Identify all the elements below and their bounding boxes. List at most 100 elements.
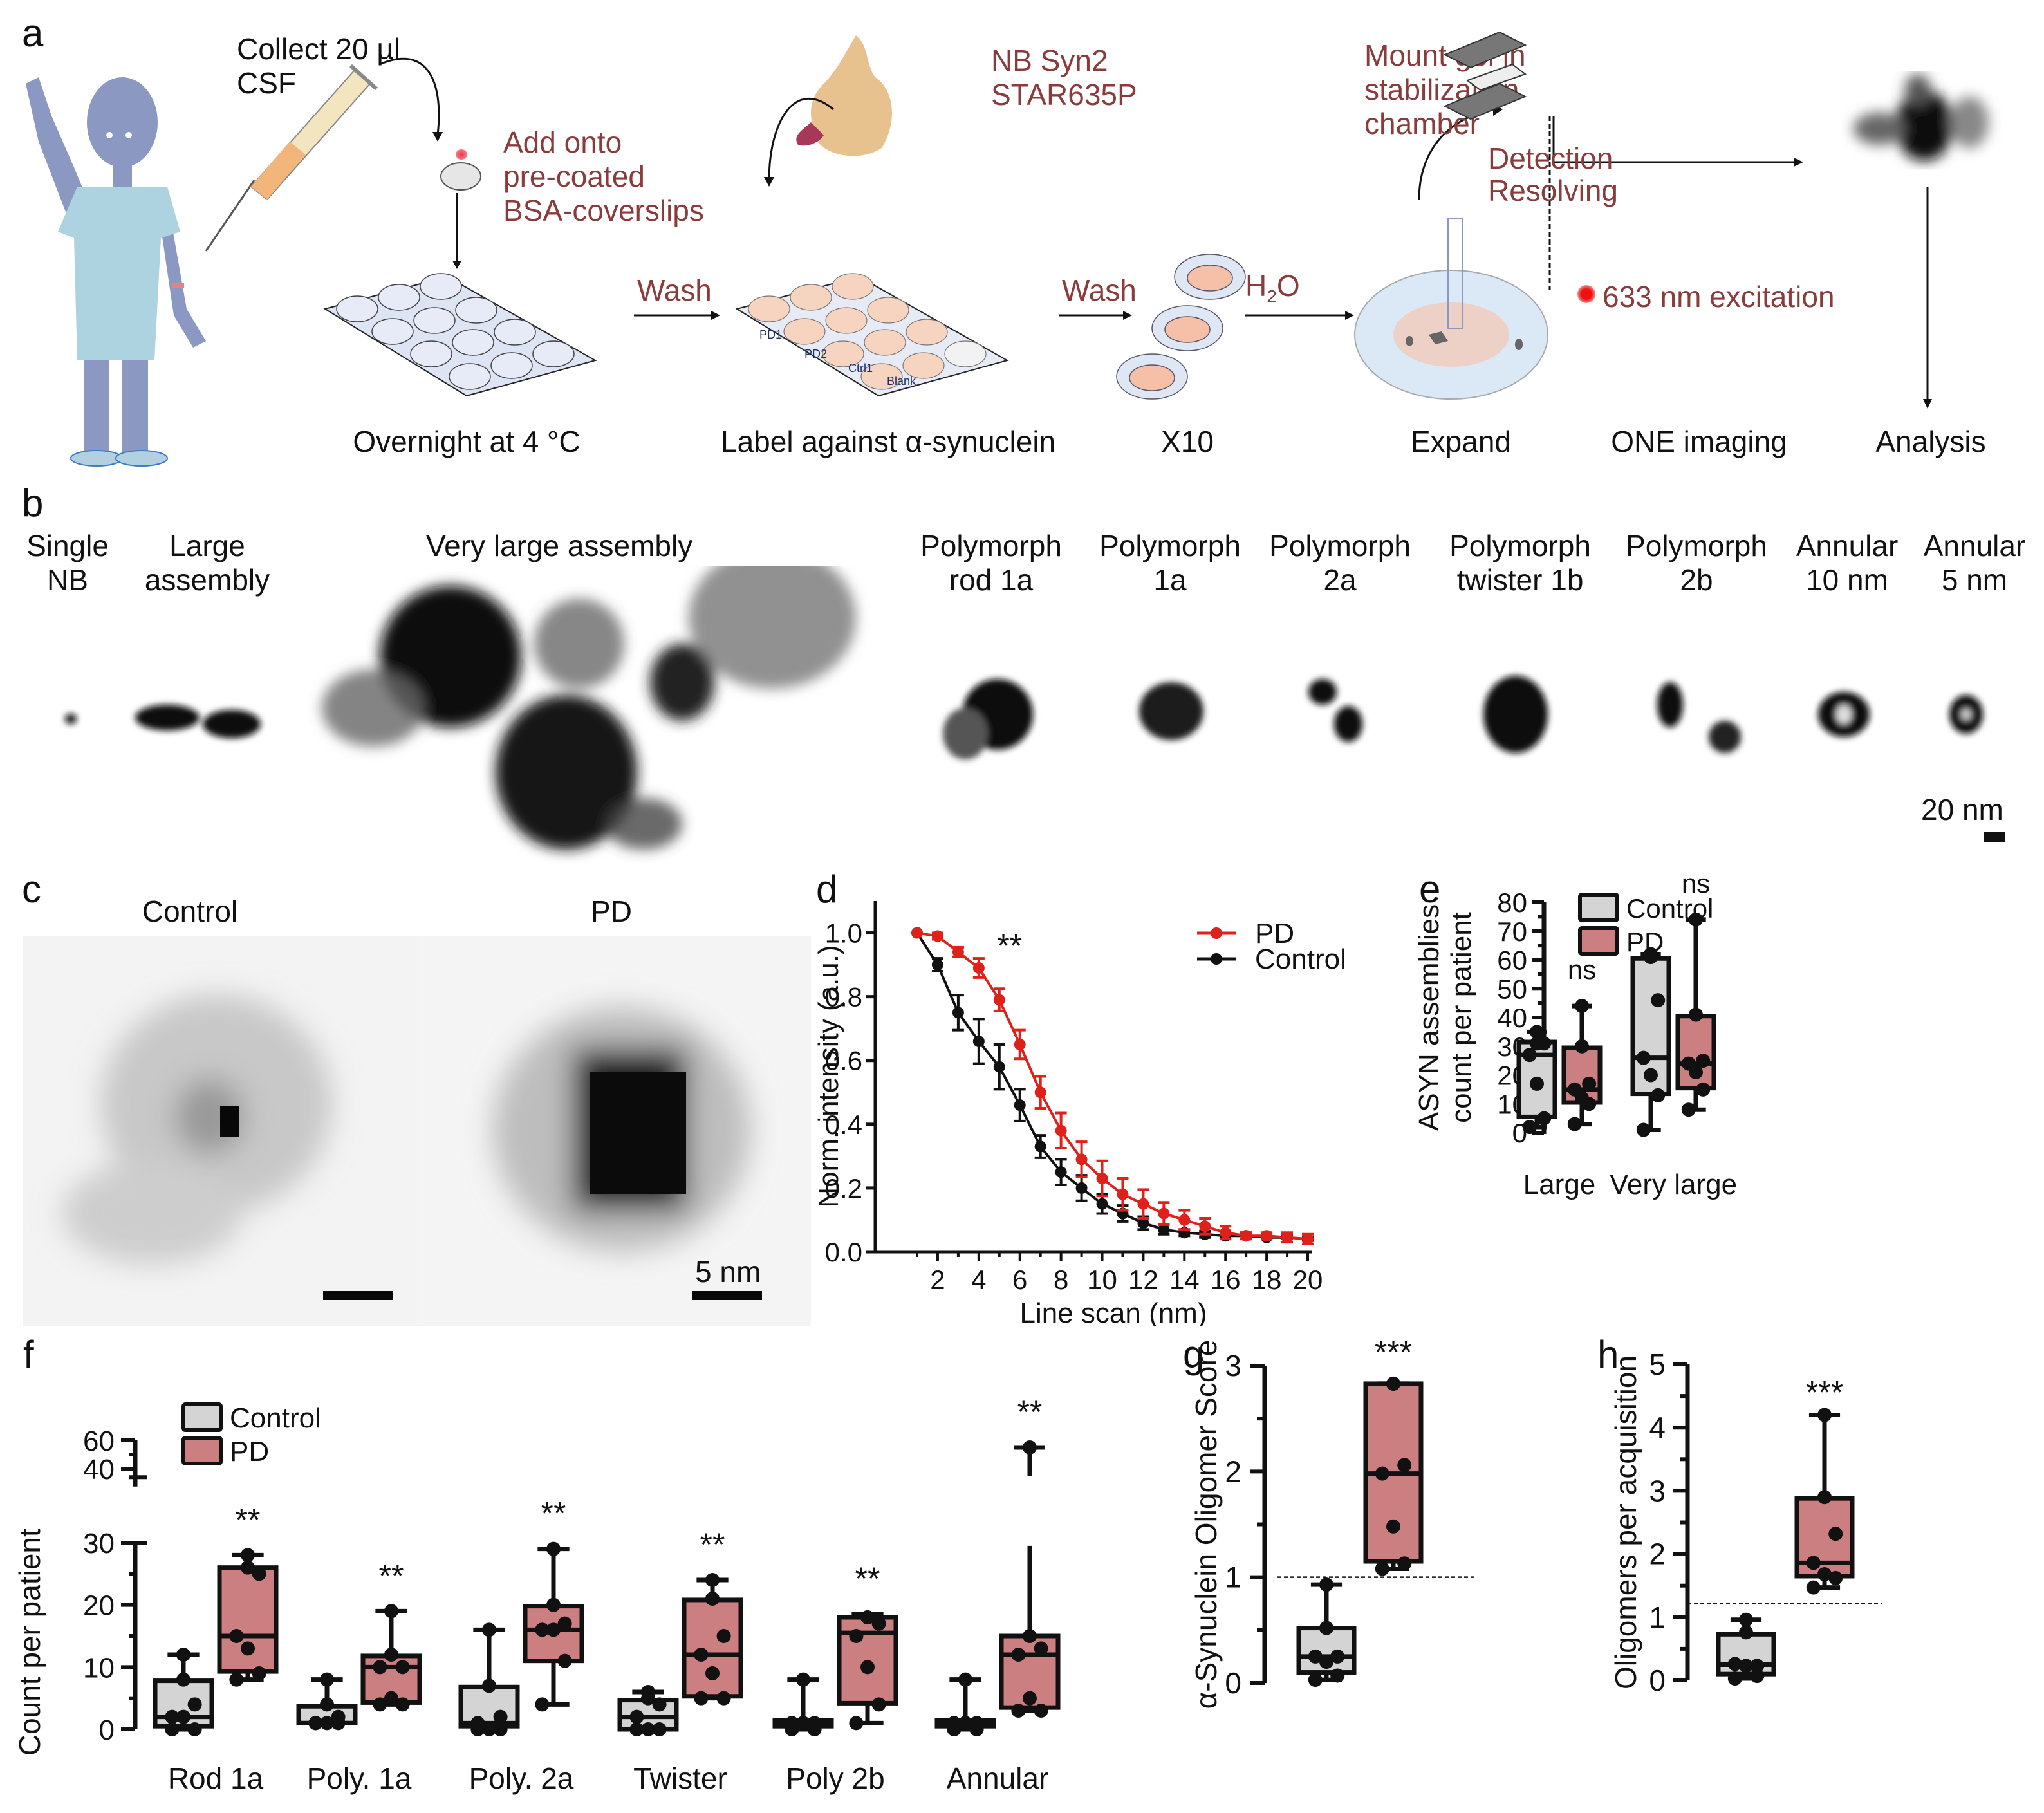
significance-annotation: ** [236,1502,261,1538]
control-core [220,1106,239,1137]
data-point-control [1075,1182,1088,1194]
x-axis-title: Line scan (nm) [1019,1297,1207,1326]
scalebar-20nm [1984,832,2005,842]
box-poly-2a-control-data-point [470,1716,485,1731]
panel-label-f: f [23,1333,34,1376]
box-poly-2a-pd-data-point [535,1697,550,1712]
legend-swatch [1578,893,1619,922]
box-poly-2b-pd-data-point [849,1716,864,1731]
box-poly-1a-pd-data-point [395,1660,410,1675]
add-line-2: pre-coated [503,159,645,193]
data-point-pd [1199,1220,1211,1232]
panel-label-d: d [816,868,838,911]
assembly-type-label: Polymorph 1a [1041,529,1299,597]
legend-swatch [181,1402,223,1432]
legend-label: PD [230,1436,269,1467]
significance-annotation: ns [1568,954,1596,985]
excitation-text: 633 nm excitation [1603,280,1835,313]
well-label-ctrl1: Ctrl1 [848,362,873,375]
box-twister-pd-data-point [705,1666,720,1680]
arrow-curved [379,57,443,142]
resolving-text: Resolving [1488,174,1618,207]
panel-label-a: a [22,12,44,55]
box-large-pd-data-point [1575,999,1589,1014]
collect-line-2: CSF [237,66,296,100]
shoe-icon [115,450,168,467]
y-tick-label: 0.8 [825,982,862,1012]
label-line-2: 1a [1153,562,1187,597]
box-pd-data-point [1828,1570,1843,1585]
data-point-control [1096,1198,1108,1210]
data-point-pd [1240,1230,1252,1242]
box-control-data-point [1739,1612,1753,1627]
y-tick-label: 0 [99,1715,115,1746]
y-tick-label: 1.0 [825,918,862,949]
box-poly-2b-pd-data-point [849,1629,864,1643]
box-large-pd-data-point [1582,1076,1597,1091]
label-line-1: Polymorph [1099,529,1241,562]
box-rod-1a-control-data-point [176,1648,190,1662]
box-large-pd-data-point [1567,1117,1582,1131]
data-point-pd [1178,1214,1191,1226]
y-tick-label: 3 [1649,1474,1666,1507]
line-chart-d: 0.0 0.2 0.4 0.6 0.8 1.0 2 4 6 8 10 12 14 16 18 20 Line s… [813,901,1346,1326]
box-rod-1a-pd-data-point [252,1666,266,1680]
box-control-data-point [1308,1673,1323,1687]
box-control-data-point [1330,1668,1345,1683]
category-label: Rod 1a [168,1762,264,1795]
box-pd-data-point [1817,1567,1832,1582]
box-annular-control-data-point [958,1672,972,1687]
nb-line-2: STAR635P [991,77,1137,111]
y-tick-label: 40 [1497,1003,1527,1033]
label-line-2: assembly [144,562,270,597]
box-poly-2a-pd-data-point [546,1622,561,1637]
data-point-control [952,1007,964,1019]
box-poly-2b-pd-data-point [871,1697,886,1712]
assembly-type-label: Polymorph 2b [1568,529,1825,597]
box-chart-g: 0 1 2 3α-Synuclein Oligomer Score *** [1189,1334,1477,1709]
data-point-pd [1220,1227,1232,1239]
y-axis-title: Oligomers per acquisition [1609,1355,1642,1689]
well-plate-icon [323,273,597,397]
box-twister-pd-data-point [694,1691,709,1706]
box-very-large-pd-data-point [1696,1082,1711,1097]
overnight-caption: Overnight at 4 °C [353,425,581,458]
legend-label: Control [230,1402,321,1434]
y-tick-label: 80 [1497,888,1527,918]
box-large-pd-data-point [1575,1039,1589,1054]
wash-label-2: Wash [1062,274,1137,307]
label-against-caption: Label against α-synuclein [721,425,1056,458]
csf-drop-icon [456,149,467,160]
data-point-pd [1014,1038,1026,1050]
box-poly-2a-pd-data-point [557,1653,572,1668]
box-rod-1a-control-data-point [187,1722,202,1736]
data-point-pd [1158,1207,1170,1220]
assembly-type-label: Large assembly [79,529,336,597]
box-control-data-point [1319,1577,1333,1592]
box-pd-data-point [1806,1580,1821,1595]
data-point [1034,1641,1048,1656]
label-line-2: 2b [1680,562,1713,597]
significance-annotation: ** [541,1496,566,1532]
assembly-type-label: Very large assembly [426,529,692,563]
box-pd-data-point [1397,1458,1412,1473]
assembly-type-label: Polymorph rod 1a [862,529,1120,597]
legend-swatch [1578,926,1619,956]
assembly-type-label: Polymorph twister 1b [1391,529,1649,597]
legend-label: Control [1626,893,1713,924]
x-tick-label: 14 [1169,1265,1200,1295]
data-point-pd [1055,1124,1067,1137]
expand-caption: Expand [1410,425,1511,458]
box-pd-data-point [1806,1556,1821,1570]
label-line-2: NB [47,562,88,597]
labelled-well-plate-icon [735,273,1009,397]
label-line-1: Single [26,529,109,562]
data-point-control [972,1036,985,1047]
y-tick-label: 0 [1225,1666,1241,1700]
detection-arrow-right [1552,116,1803,167]
y-tick-label: 5 [1649,1348,1666,1381]
box-poly-2b-control-data-point [785,1716,799,1731]
box-pd-data-point [1817,1490,1832,1505]
box-large-control-data-point [1530,1036,1544,1051]
data-point-control [1137,1217,1149,1229]
